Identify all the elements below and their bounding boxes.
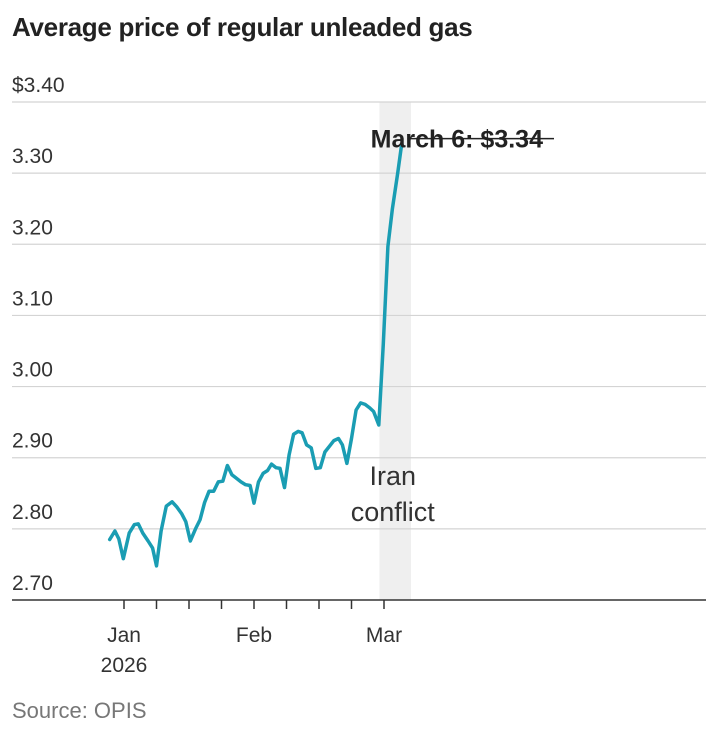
y-tick-label: 3.00 <box>12 359 53 382</box>
x-tick-label: Jan <box>107 624 141 647</box>
x-tick-label: Mar <box>366 624 402 647</box>
chart-title: Average price of regular unleaded gas <box>12 12 473 42</box>
y-tick-label: 2.90 <box>12 430 53 453</box>
y-tick-label: 3.10 <box>12 287 53 310</box>
y-tick-label: 3.30 <box>12 145 53 168</box>
series-line <box>107 142 404 568</box>
x-tick-label-year: 2026 <box>101 654 148 677</box>
y-tick-label: 2.80 <box>12 501 53 524</box>
gridline-layer <box>12 101 706 601</box>
series-layer <box>107 142 404 568</box>
shaded-region-label-line1: Iran <box>369 461 416 491</box>
x-axis-tick-layer: Jan 2026 Feb Mar <box>101 600 402 677</box>
y-tick-label: $3.40 <box>12 74 65 97</box>
shaded-region-label-line2: conflict <box>351 497 436 527</box>
y-tick-label: 2.70 <box>12 572 53 595</box>
source-note: Source: OPIS <box>12 698 147 723</box>
y-tick-label: 3.20 <box>12 216 53 239</box>
annotation-label: March 6: $3.34 <box>371 126 543 154</box>
y-axis-tick-layer: $3.40 3.30 3.20 3.10 3.00 2.90 2.80 2.70 <box>12 74 65 595</box>
x-tick-label: Feb <box>236 624 272 647</box>
annotation-layer: Iran conflict March 6: $3.34 <box>351 126 554 527</box>
